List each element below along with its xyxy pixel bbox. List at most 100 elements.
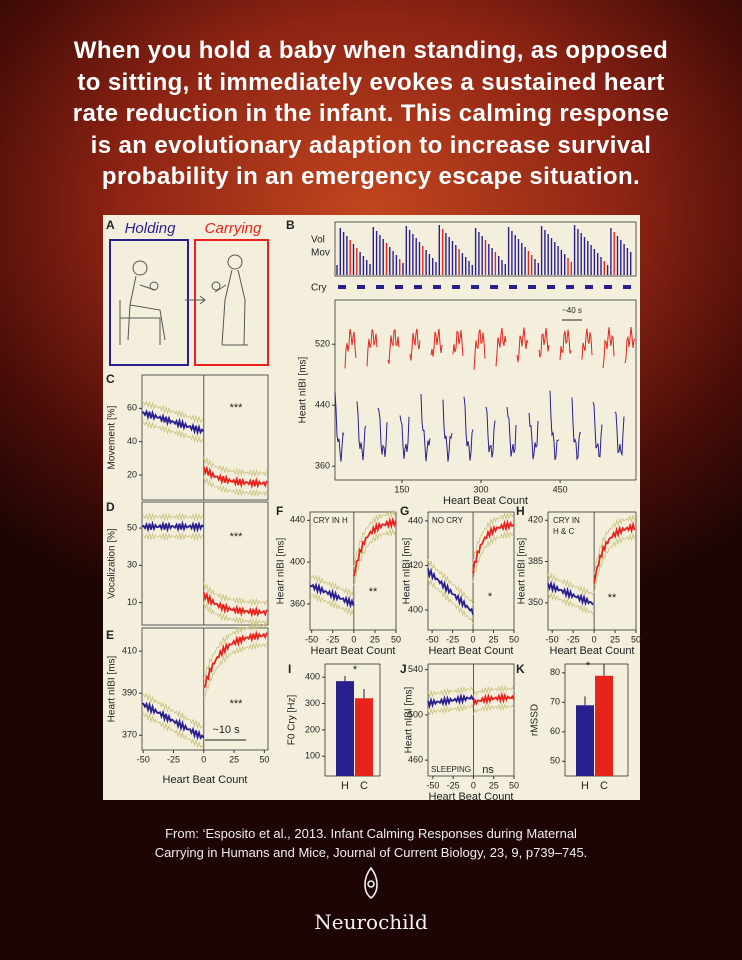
row-label: Vol (311, 235, 325, 246)
citation: From: ‘Esposito et al., 2013. Infant Cal… (0, 824, 742, 862)
carrying-frame (194, 239, 269, 366)
annotation: * (488, 591, 493, 603)
activity-frame (334, 221, 637, 277)
panel-letter: F (276, 504, 283, 518)
x-tick-label: 0 (351, 634, 356, 644)
x-tick-label: -25 (447, 780, 460, 790)
trace (473, 329, 486, 371)
y-tick-label: 50 (550, 756, 560, 766)
annotation: *** (230, 531, 244, 543)
trace (593, 521, 636, 584)
y-tick-label: 70 (550, 697, 560, 707)
ci-trace (473, 702, 515, 715)
trace (581, 328, 593, 360)
trace (549, 390, 560, 461)
x-axis-label: Heart Beat Count (311, 645, 396, 657)
panel-label: Holding (125, 220, 177, 237)
trace (309, 581, 355, 609)
plot-frame (141, 374, 269, 501)
x-axis-label: Heart Beat Count (550, 645, 635, 657)
trace (356, 401, 367, 461)
y-tick-label: 30 (127, 560, 137, 570)
trace (202, 591, 268, 618)
y-tick-label: 420 (408, 560, 423, 570)
x-tick-label: -25 (567, 634, 580, 644)
trace (399, 415, 410, 459)
headline-line: is an evolutionary adaption to increase … (90, 131, 652, 159)
x-axis-label: Heart Beat Count (429, 791, 514, 803)
y-tick-label: 10 (127, 597, 137, 607)
trace (387, 328, 400, 364)
ci-trace (547, 591, 594, 615)
x-tick-label: 0 (471, 634, 476, 644)
trace (427, 567, 474, 615)
y-tick-label: 370 (122, 730, 137, 740)
ci-trace (427, 577, 474, 625)
trace (571, 397, 582, 461)
brand: Neurochild (314, 910, 428, 934)
y-tick-label: 440 (290, 515, 305, 525)
sketch (119, 254, 248, 346)
annotation: * (353, 664, 358, 676)
plot-frame (547, 511, 637, 631)
row-label: Mov (311, 248, 330, 259)
ci-trace (203, 641, 268, 698)
y-axis-label: F0 Cry [Hz] (287, 695, 298, 746)
row-label: Cry (311, 283, 327, 294)
trace (141, 701, 205, 741)
plot-frame (427, 663, 515, 777)
ci-trace (141, 420, 204, 444)
x-tick-label: -25 (326, 634, 339, 644)
annotation: ** (369, 586, 378, 598)
x-tick-label: -50 (305, 634, 318, 644)
ci-trace (203, 456, 268, 478)
trace (614, 411, 625, 457)
ci-trace (427, 685, 474, 699)
trace (495, 327, 507, 367)
x-tick-label: -50 (137, 754, 150, 764)
annotation: SLEEPING (431, 765, 471, 774)
annotation: ~40 s (562, 306, 582, 315)
panel-letter: G (400, 504, 409, 518)
y-tick-label: 100 (305, 751, 320, 761)
annotation: *** (230, 698, 244, 710)
ci-trace (472, 530, 514, 584)
x-tick-label: 25 (229, 754, 239, 764)
y-tick-label: 60 (127, 403, 137, 413)
x-tick-label: 300 (474, 484, 489, 494)
annotation: ~10 s (212, 724, 240, 736)
y-tick-label: 20 (127, 469, 137, 479)
y-tick-label: 440 (408, 515, 423, 525)
panel-letter: C (106, 372, 115, 386)
trace (452, 330, 464, 357)
trace (334, 392, 345, 462)
ci-trace (203, 622, 268, 678)
y-tick-label: 50 (127, 522, 137, 532)
panel-letter: K (516, 662, 525, 676)
ci-trace (141, 512, 204, 522)
x-tick-label: 25 (610, 634, 620, 644)
y-axis-label: Heart nIBI [ms] (107, 655, 118, 722)
panel-letter: E (106, 628, 114, 642)
trace (624, 327, 636, 364)
plot-frame (334, 299, 637, 481)
x-tick-label: 0 (592, 634, 597, 644)
panel-letter: H (516, 504, 525, 518)
ci-trace (203, 582, 268, 607)
trace (344, 328, 357, 369)
trace (141, 520, 205, 534)
x-tick-label: -50 (426, 780, 439, 790)
ci-trace (203, 602, 268, 626)
trace (442, 399, 453, 462)
y-tick-label: 460 (408, 755, 423, 765)
y-tick-label: 60 (550, 726, 560, 736)
y-tick-label: 400 (305, 672, 320, 682)
ci-trace (593, 513, 635, 574)
trace (427, 692, 474, 710)
y-tick-label: 385 (528, 556, 543, 566)
x-tick-label: 25 (370, 634, 380, 644)
ci-trace (593, 532, 635, 593)
panel-letter: I (288, 662, 291, 676)
ci-trace (141, 693, 204, 730)
annotation: H & C (553, 527, 575, 536)
